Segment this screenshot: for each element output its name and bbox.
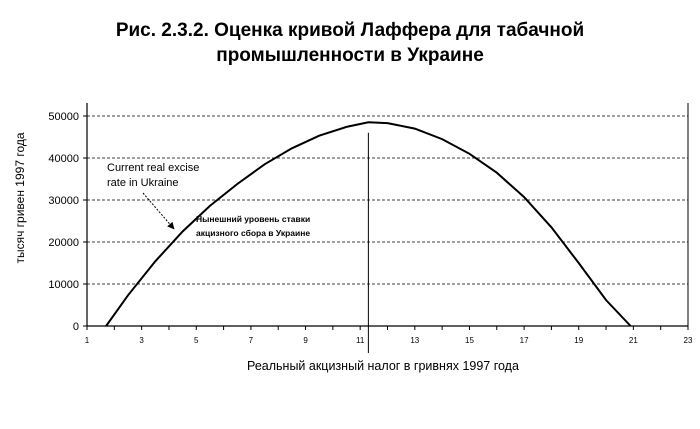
x-tick-label: 5 <box>194 336 199 345</box>
x-axis-label: Реальный акцизный налог в гривнях 1997 г… <box>247 359 519 373</box>
annotation-english-line-2: rate in Ukraine <box>107 177 179 189</box>
x-tick-label: 13 <box>410 336 419 345</box>
x-tick-label: 23 <box>684 336 693 345</box>
chart-title: Рис. 2.3.2. Оценка кривой Лаффера для та… <box>0 18 700 68</box>
y-tick-label: 10000 <box>48 279 79 291</box>
x-tick-label: 3 <box>139 336 144 345</box>
x-tick-label: 17 <box>520 336 529 345</box>
annotation-arrow <box>142 192 175 230</box>
y-axis-ticks: 0 10000 20000 30000 40000 50000 <box>48 111 87 333</box>
chart-title-line-1: Рис. 2.3.2. Оценка кривой Лаффера для та… <box>115 20 585 41</box>
annotation-arrowhead <box>167 221 175 230</box>
x-tick-label: 21 <box>629 336 638 345</box>
x-axis-ticks: 1 3 5 7 9 11 13 15 17 19 21 23 <box>85 326 693 345</box>
annotation-russian-line-2: акцизного сбора в Украине <box>196 228 310 238</box>
y-axis-label: тысяч гривен 1997 года <box>13 132 27 263</box>
x-tick-label: 15 <box>465 336 474 345</box>
x-tick-label: 9 <box>303 336 308 345</box>
laffer-curve-line <box>105 121 632 327</box>
y-tick-label: 20000 <box>48 237 79 249</box>
annotation-russian-line-1: Нынешний уровень ставки <box>196 214 310 224</box>
chart-title-line-2: промышленности в Украине <box>216 45 484 66</box>
annotation-english-line-1: Current real excise <box>107 162 199 174</box>
y-tick-label: 50000 <box>48 111 79 123</box>
x-tick-label: 1 <box>85 336 90 345</box>
grid-lines <box>87 115 688 285</box>
y-tick-label: 0 <box>73 321 79 333</box>
y-tick-label: 40000 <box>48 153 79 165</box>
x-tick-label: 11 <box>356 336 365 345</box>
x-tick-label: 7 <box>249 336 254 345</box>
x-tick-label: 19 <box>574 336 583 345</box>
y-tick-label: 30000 <box>48 195 79 207</box>
